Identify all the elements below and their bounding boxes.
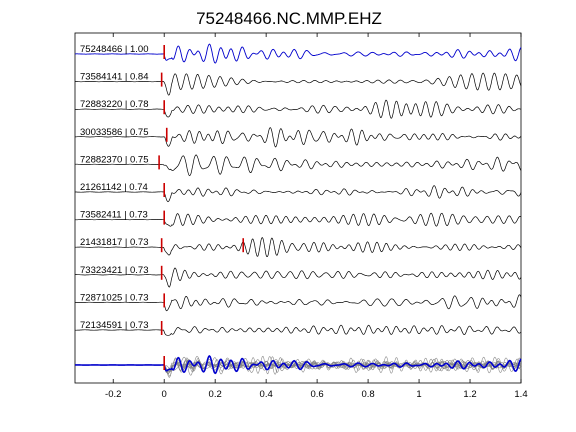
trace-label: 72134591 | 0.73 xyxy=(80,320,149,331)
trace-line xyxy=(74,185,522,203)
trace-label: 75248466 | 1.00 xyxy=(80,44,149,55)
trace-row: 73582411 | 0.73 xyxy=(74,210,522,227)
trace-row: 21431817 | 0.73 xyxy=(74,236,522,258)
trace-line xyxy=(74,154,522,177)
trace-label: 21261142 | 0.74 xyxy=(80,182,148,193)
x-tick-label: 0.8 xyxy=(361,389,374,400)
trace-row: 30033586 | 0.75 xyxy=(75,127,522,148)
stack-mean-line xyxy=(75,354,522,375)
trace-row: 73584141 | 0.84 xyxy=(75,72,522,96)
trace-line xyxy=(75,127,522,148)
x-tick-label: 0.2 xyxy=(209,389,222,400)
trace-line xyxy=(74,212,522,227)
trace-line xyxy=(74,99,522,119)
trace-row: 72883220 | 0.78 xyxy=(74,99,522,119)
trace-label: 73584141 | 0.84 xyxy=(80,72,149,83)
trace-row: 72871025 | 0.73 xyxy=(74,292,522,312)
trace-row: 72134591 | 0.73 xyxy=(75,320,522,336)
trace-label: 72871025 | 0.73 xyxy=(80,292,149,303)
stack-group xyxy=(74,354,522,378)
x-tick-label: -0.2 xyxy=(105,389,121,400)
trace-label: 72882370 | 0.75 xyxy=(80,154,149,165)
x-axis: -0.2 0 0.2 0.4 0.6 0.8 1 1.2 1.4 xyxy=(105,33,528,400)
trace-line xyxy=(74,294,522,312)
x-tick-label: 0 xyxy=(162,389,167,400)
trace-group: 75248466 | 1.00 73584141 | 0.84 72883220 |… xyxy=(74,43,522,336)
trace-label: 72883220 | 0.78 xyxy=(80,99,149,110)
x-tick-label: 0.6 xyxy=(311,389,324,400)
x-tick-label: 0.4 xyxy=(260,389,273,400)
trace-label: 73323421 | 0.73 xyxy=(80,265,149,276)
trace-label: 21431817 | 0.73 xyxy=(80,237,149,248)
trace-row: 73323421 | 0.73 xyxy=(74,265,522,288)
trace-line xyxy=(74,267,522,288)
trace-line xyxy=(75,324,522,336)
x-tick-label: 1.4 xyxy=(514,389,527,400)
reference-trace-line xyxy=(75,43,522,64)
x-tick-label: 1.2 xyxy=(463,389,476,400)
plot-axes-box xyxy=(74,32,522,384)
chart-title: 75248466.NC.MMP.EHZ xyxy=(196,9,382,28)
trace-line xyxy=(75,72,522,96)
trace-line xyxy=(74,236,522,258)
trace-row: 75248466 | 1.00 xyxy=(75,43,522,64)
x-tick-label: 1 xyxy=(416,389,421,400)
trace-row: 72882370 | 0.75 xyxy=(74,154,522,177)
trace-label: 73582411 | 0.73 xyxy=(80,210,148,221)
trace-row: 21261142 | 0.74 xyxy=(74,182,522,203)
trace-label: 30033586 | 0.75 xyxy=(80,127,149,138)
